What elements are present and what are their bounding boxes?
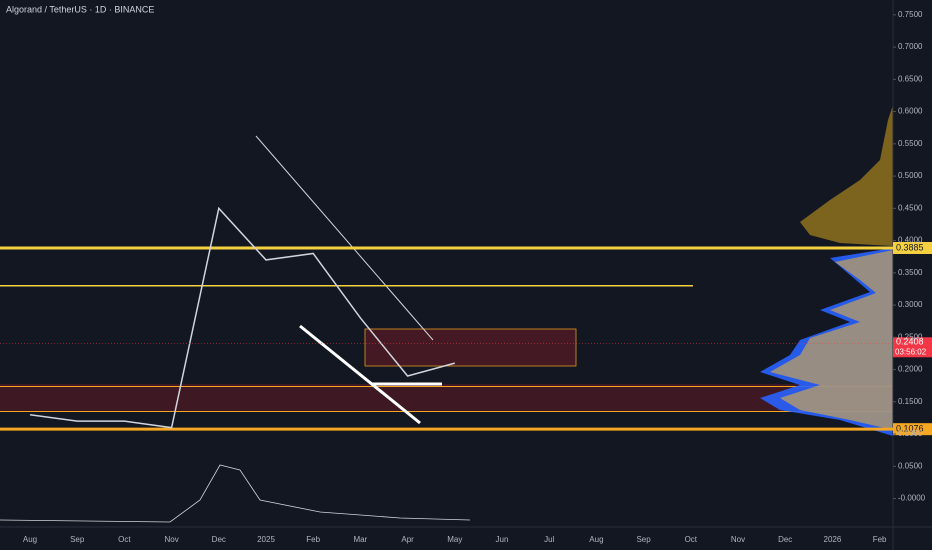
x-tick-label: Nov bbox=[164, 535, 178, 544]
y-tick-label: 0.0500 bbox=[898, 461, 923, 470]
y-tick-label: 0.4000 bbox=[898, 236, 923, 245]
y-tick-label: 0.3000 bbox=[898, 300, 923, 309]
y-tick-label: 0.7000 bbox=[898, 42, 923, 51]
x-tick-label: Dec bbox=[212, 535, 226, 544]
trendline bbox=[299, 324, 421, 425]
y-tick-label: 0.5500 bbox=[898, 139, 923, 148]
y-tick-label: 0.6000 bbox=[898, 107, 923, 116]
y-tick-label: 0.2000 bbox=[898, 365, 923, 374]
level-tag-label: 0.1076 bbox=[896, 424, 924, 434]
level-tag bbox=[893, 241, 932, 254]
y-tick-label: 0.7500 bbox=[898, 10, 923, 19]
x-tick-label: Jun bbox=[496, 535, 509, 544]
x-tick-label: Sep bbox=[636, 535, 651, 544]
x-tick-label: Mar bbox=[354, 535, 368, 544]
x-tick-label: Jul bbox=[544, 535, 554, 544]
x-tick-label: Oct bbox=[118, 535, 131, 544]
x-tick-label: Nov bbox=[731, 535, 745, 544]
resistance-zone bbox=[364, 328, 577, 367]
y-tick-label: 0.1500 bbox=[898, 397, 923, 406]
trendline bbox=[255, 135, 434, 341]
y-tick-label: 0.1000 bbox=[898, 429, 923, 438]
price-line bbox=[29, 206, 455, 429]
zone-edge bbox=[0, 411, 893, 412]
y-tick-label: 0.6500 bbox=[898, 74, 923, 83]
countdown: 03:56:02 bbox=[895, 347, 927, 356]
x-tick-label: 2026 bbox=[824, 535, 842, 544]
x-tick-label: Dec bbox=[778, 535, 792, 544]
price-axis bbox=[893, 0, 932, 525]
volume-ma bbox=[0, 464, 471, 523]
x-tick-label: Feb bbox=[873, 535, 887, 544]
chart-title: Algorand / TetherUS · 1D · BINANCE bbox=[6, 4, 154, 14]
x-tick-label: Aug bbox=[589, 535, 603, 544]
x-tick-label: Sep bbox=[70, 535, 85, 544]
x-tick-label: Feb bbox=[306, 535, 320, 544]
last-price-label: 0.2408 bbox=[896, 337, 924, 347]
level-tag-label: 0.3885 bbox=[896, 242, 924, 252]
y-tick-label: -0.0000 bbox=[898, 494, 926, 503]
volume-profile-upper bbox=[800, 105, 893, 246]
demand-zone bbox=[0, 384, 893, 411]
level-tag bbox=[893, 423, 932, 436]
volume-profile-highlight bbox=[770, 250, 893, 430]
y-tick-label: 0.3500 bbox=[898, 268, 923, 277]
zone-edge bbox=[0, 386, 893, 387]
last-price-tag bbox=[893, 337, 932, 358]
x-tick-label: Oct bbox=[685, 535, 698, 544]
y-tick-label: 0.5000 bbox=[898, 171, 923, 180]
y-tick-label: 0.4500 bbox=[898, 203, 923, 212]
y-tick-label: 0.2500 bbox=[898, 332, 923, 341]
x-tick-label: Aug bbox=[23, 535, 37, 544]
x-tick-label: 2025 bbox=[257, 535, 275, 544]
x-tick-label: May bbox=[447, 535, 462, 544]
x-tick-label: Apr bbox=[401, 535, 414, 544]
